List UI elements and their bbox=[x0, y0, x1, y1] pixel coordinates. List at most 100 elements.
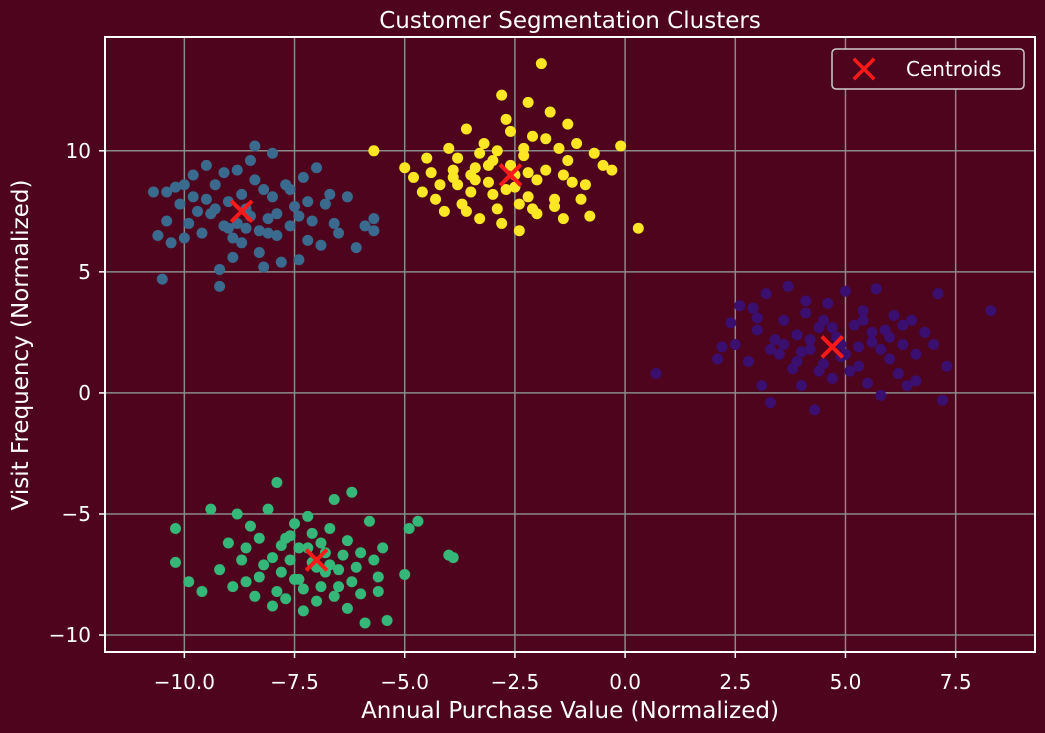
scatter-point-cluster-1 bbox=[527, 130, 539, 142]
scatter-point-cluster-3 bbox=[196, 585, 208, 597]
scatter-point-cluster-0 bbox=[368, 225, 380, 237]
scatter-point-cluster-1 bbox=[460, 123, 472, 135]
scatter-point-cluster-2 bbox=[729, 339, 741, 350]
scatter-point-cluster-2 bbox=[791, 355, 803, 367]
centroid-marker bbox=[498, 163, 523, 187]
scatter-point-cluster-3 bbox=[333, 581, 345, 593]
scatter-point-cluster-2 bbox=[804, 343, 816, 355]
scatter-point-cluster-3 bbox=[284, 554, 296, 566]
scatter-point-cluster-0 bbox=[214, 263, 226, 275]
scatter-point-cluster-1 bbox=[408, 171, 420, 183]
scatter-point-cluster-2 bbox=[866, 336, 878, 348]
scatter-point-cluster-1 bbox=[500, 113, 512, 125]
scatter-point-cluster-3 bbox=[262, 503, 274, 515]
scatter-point-cluster-3 bbox=[214, 564, 226, 576]
scatter-point-cluster-3 bbox=[315, 581, 327, 593]
scatter-point-cluster-3 bbox=[253, 532, 265, 544]
centroid-stroke bbox=[229, 199, 254, 224]
scatter-point-cluster-3 bbox=[355, 588, 367, 600]
scatter-point-cluster-0 bbox=[350, 242, 362, 254]
scatter-point-cluster-3 bbox=[249, 590, 261, 602]
scatter-point-cluster-1 bbox=[438, 205, 450, 217]
scatter-point-cluster-2 bbox=[765, 343, 777, 355]
scatter-point-cluster-1 bbox=[513, 225, 525, 237]
x-tick-label: 5.0 bbox=[830, 670, 862, 694]
centroid-layer bbox=[229, 163, 845, 572]
scatter-point-cluster-0 bbox=[200, 193, 212, 205]
scatter-point-cluster-2 bbox=[884, 353, 896, 365]
scatter-point-cluster-3 bbox=[328, 493, 340, 505]
scatter-point-cluster-0 bbox=[284, 220, 296, 232]
scatter-point-cluster-1 bbox=[434, 179, 446, 191]
scatter-point-cluster-1 bbox=[557, 213, 569, 225]
scatter-point-cluster-2 bbox=[765, 397, 777, 409]
scatter-point-cluster-2 bbox=[809, 404, 821, 416]
scatter-point-cluster-3 bbox=[227, 581, 239, 593]
scatter-point-cluster-0 bbox=[275, 256, 287, 268]
centroid-marker bbox=[229, 199, 254, 224]
scatter-point-cluster-3 bbox=[368, 554, 380, 566]
scatter-point-cluster-2 bbox=[791, 329, 803, 341]
scatter-point-cluster-0 bbox=[302, 196, 314, 208]
scatter-point-cluster-0 bbox=[161, 186, 173, 198]
scatter-point-cluster-3 bbox=[311, 595, 323, 607]
scatter-point-cluster-2 bbox=[734, 300, 746, 312]
scatter-point-cluster-3 bbox=[363, 515, 375, 527]
scatter-point-cluster-3 bbox=[350, 561, 362, 573]
scatter-point-cluster-0 bbox=[200, 159, 212, 171]
scatter-point-cluster-3 bbox=[302, 510, 314, 522]
scatter-point-cluster-0 bbox=[341, 191, 353, 203]
scatter-point-cluster-2 bbox=[897, 319, 909, 331]
scatter-point-cluster-1 bbox=[443, 142, 455, 154]
scatter-point-cluster-3 bbox=[341, 535, 353, 547]
scatter-point-cluster-0 bbox=[222, 196, 234, 208]
scatter-point-cluster-2 bbox=[853, 341, 865, 353]
scatter-point-cluster-1 bbox=[575, 193, 587, 205]
scatter-point-cluster-3 bbox=[253, 571, 265, 583]
scatter-point-cluster-1 bbox=[518, 142, 530, 154]
scatter-point-cluster-1 bbox=[535, 58, 547, 70]
scatter-point-cluster-0 bbox=[236, 237, 248, 249]
scatter-point-cluster-2 bbox=[813, 365, 825, 377]
scatter-point-cluster-1 bbox=[452, 179, 464, 191]
x-tick-label: 2.5 bbox=[719, 670, 751, 694]
scatter-point-cluster-0 bbox=[253, 225, 265, 237]
scatter-point-cluster-0 bbox=[147, 186, 159, 198]
scatter-point-cluster-2 bbox=[853, 360, 865, 372]
scatter-point-cluster-3 bbox=[359, 617, 371, 629]
scatter-point-cluster-1 bbox=[482, 176, 494, 188]
tick-layer: −10.0 −7.5 −5.0 −2.5 0.0 2.5 5.0 7.5 −10 −5 0 5 10 bbox=[49, 139, 972, 694]
scatter-point-cluster-2 bbox=[751, 324, 763, 336]
scatter-point-cluster-2 bbox=[782, 280, 794, 292]
legend-centroid-marker bbox=[852, 57, 876, 81]
scatter-point-cluster-1 bbox=[487, 188, 499, 200]
scatter-point-cluster-2 bbox=[875, 343, 887, 355]
scatter-point-cluster-0 bbox=[315, 239, 327, 251]
scatter-point-cluster-0 bbox=[249, 140, 261, 152]
scatter-point-cluster-2 bbox=[901, 380, 913, 392]
scatter-point-cluster-2 bbox=[870, 283, 882, 295]
scatter-point-cluster-1 bbox=[447, 164, 459, 176]
scatter-point-cluster-0 bbox=[368, 213, 380, 225]
scatter-point-cluster-3 bbox=[293, 542, 305, 554]
y-axis-title: Visit Frequency (Normalized) bbox=[8, 180, 34, 511]
scatter-point-cluster-2 bbox=[751, 312, 763, 324]
scatter-point-cluster-0 bbox=[359, 220, 371, 232]
scatter-point-cluster-3 bbox=[346, 486, 358, 498]
scatter-point-cluster-0 bbox=[156, 273, 168, 285]
scatter-point-cluster-1 bbox=[421, 152, 433, 164]
scatter-point-cluster-2 bbox=[839, 285, 851, 297]
scatter-point-cluster-2 bbox=[804, 334, 816, 346]
chart-title: Customer Segmentation Clusters bbox=[379, 8, 761, 34]
x-tick-label: −2.5 bbox=[491, 670, 540, 694]
scatter-point-cluster-0 bbox=[240, 222, 252, 234]
scatter-point-cluster-2 bbox=[844, 365, 856, 377]
scatter-point-cluster-1 bbox=[491, 145, 503, 157]
scatter-point-cluster-3 bbox=[205, 503, 217, 515]
scatter-point-cluster-3 bbox=[280, 593, 292, 605]
scatter-point-cluster-1 bbox=[452, 152, 464, 164]
scatter-point-cluster-2 bbox=[822, 297, 834, 309]
scatter-point-cluster-1 bbox=[460, 205, 472, 217]
scatter-point-cluster-1 bbox=[562, 118, 574, 130]
scatter-point-cluster-1 bbox=[425, 167, 437, 179]
